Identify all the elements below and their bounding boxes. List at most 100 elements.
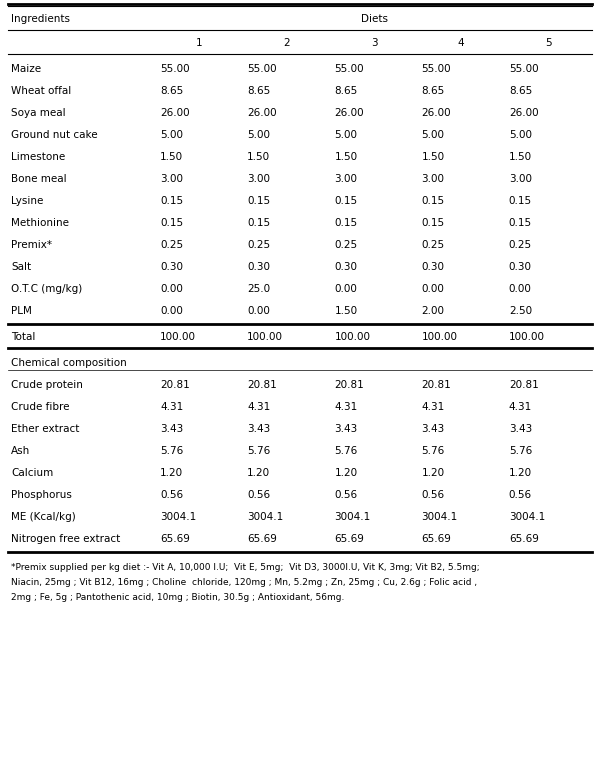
Text: 4.31: 4.31 <box>334 402 358 412</box>
Text: Salt: Salt <box>11 262 31 272</box>
Text: 0.00: 0.00 <box>509 284 532 294</box>
Text: 2.00: 2.00 <box>422 306 445 316</box>
Text: 26.00: 26.00 <box>334 108 364 118</box>
Text: 2: 2 <box>283 38 290 48</box>
Text: 0.00: 0.00 <box>247 306 270 316</box>
Text: 0.15: 0.15 <box>247 218 271 228</box>
Text: 65.69: 65.69 <box>509 534 539 544</box>
Text: 3004.1: 3004.1 <box>334 512 371 522</box>
Text: Nitrogen free extract: Nitrogen free extract <box>11 534 120 544</box>
Text: 0.15: 0.15 <box>509 218 532 228</box>
Text: Crude protein: Crude protein <box>11 380 83 390</box>
Text: 1.20: 1.20 <box>334 468 358 478</box>
Text: 8.65: 8.65 <box>334 86 358 96</box>
Text: O.T.C (mg/kg): O.T.C (mg/kg) <box>11 284 82 294</box>
Text: 4.31: 4.31 <box>160 402 183 412</box>
Text: Premix*: Premix* <box>11 240 52 250</box>
Text: 0.00: 0.00 <box>160 306 183 316</box>
Text: Ash: Ash <box>11 446 30 456</box>
Text: 0.15: 0.15 <box>422 218 445 228</box>
Text: Total: Total <box>11 332 35 342</box>
Text: 100.00: 100.00 <box>160 332 196 342</box>
Text: 26.00: 26.00 <box>247 108 277 118</box>
Text: Methionine: Methionine <box>11 218 69 228</box>
Text: Maize: Maize <box>11 64 41 74</box>
Text: 1.20: 1.20 <box>247 468 271 478</box>
Text: Niacin, 25mg ; Vit B12, 16mg ; Choline  chloride, 120mg ; Mn, 5.2mg ; Zn, 25mg ;: Niacin, 25mg ; Vit B12, 16mg ; Choline c… <box>11 578 477 587</box>
Text: 0.15: 0.15 <box>160 218 183 228</box>
Text: 20.81: 20.81 <box>422 380 451 390</box>
Text: 5.76: 5.76 <box>422 446 445 456</box>
Text: 0.15: 0.15 <box>334 218 358 228</box>
Text: 3004.1: 3004.1 <box>422 512 458 522</box>
Text: Ether extract: Ether extract <box>11 424 79 434</box>
Text: 3.00: 3.00 <box>422 174 445 184</box>
Text: 1.50: 1.50 <box>334 306 358 316</box>
Text: PLM: PLM <box>11 306 32 316</box>
Text: Crude fibre: Crude fibre <box>11 402 70 412</box>
Text: 3.00: 3.00 <box>509 174 532 184</box>
Text: 0.15: 0.15 <box>160 196 183 206</box>
Text: 1.20: 1.20 <box>160 468 183 478</box>
Text: 1.50: 1.50 <box>334 152 358 162</box>
Text: Calcium: Calcium <box>11 468 53 478</box>
Text: 55.00: 55.00 <box>509 64 538 74</box>
Text: 3004.1: 3004.1 <box>247 512 283 522</box>
Text: Phosphorus: Phosphorus <box>11 490 72 500</box>
Text: 0.25: 0.25 <box>334 240 358 250</box>
Text: 5.76: 5.76 <box>334 446 358 456</box>
Text: 1.50: 1.50 <box>422 152 445 162</box>
Text: 8.65: 8.65 <box>160 86 183 96</box>
Text: 0.30: 0.30 <box>422 262 445 272</box>
Text: 5.00: 5.00 <box>160 130 183 140</box>
Text: 3.00: 3.00 <box>160 174 183 184</box>
Text: 5.76: 5.76 <box>160 446 183 456</box>
Text: 0.30: 0.30 <box>160 262 183 272</box>
Text: 55.00: 55.00 <box>422 64 451 74</box>
Text: 3.43: 3.43 <box>509 424 532 434</box>
Text: 8.65: 8.65 <box>509 86 532 96</box>
Text: 3004.1: 3004.1 <box>509 512 545 522</box>
Text: Soya meal: Soya meal <box>11 108 65 118</box>
Text: Ground nut cake: Ground nut cake <box>11 130 98 140</box>
Text: 20.81: 20.81 <box>334 380 364 390</box>
Text: 20.81: 20.81 <box>160 380 190 390</box>
Text: 4.31: 4.31 <box>422 402 445 412</box>
Text: 65.69: 65.69 <box>422 534 451 544</box>
Text: 0.15: 0.15 <box>247 196 271 206</box>
Text: 0.25: 0.25 <box>509 240 532 250</box>
Text: 0.30: 0.30 <box>334 262 358 272</box>
Text: 4.31: 4.31 <box>247 402 271 412</box>
Text: 3.00: 3.00 <box>334 174 358 184</box>
Text: 0.56: 0.56 <box>334 490 358 500</box>
Text: 2mg ; Fe, 5g ; Pantothenic acid, 10mg ; Biotin, 30.5g ; Antioxidant, 56mg.: 2mg ; Fe, 5g ; Pantothenic acid, 10mg ; … <box>11 593 344 602</box>
Text: 5.76: 5.76 <box>247 446 271 456</box>
Text: 1.20: 1.20 <box>509 468 532 478</box>
Text: 4: 4 <box>458 38 464 48</box>
Text: 5.00: 5.00 <box>334 130 358 140</box>
Text: 0.25: 0.25 <box>247 240 271 250</box>
Text: 8.65: 8.65 <box>422 86 445 96</box>
Text: 0.56: 0.56 <box>422 490 445 500</box>
Text: 4.31: 4.31 <box>509 402 532 412</box>
Text: 0.25: 0.25 <box>422 240 445 250</box>
Text: Wheat offal: Wheat offal <box>11 86 71 96</box>
Text: 0.30: 0.30 <box>247 262 270 272</box>
Text: 55.00: 55.00 <box>160 64 190 74</box>
Text: Bone meal: Bone meal <box>11 174 67 184</box>
Text: 5.00: 5.00 <box>509 130 532 140</box>
Text: 0.15: 0.15 <box>422 196 445 206</box>
Text: 100.00: 100.00 <box>509 332 545 342</box>
Text: 100.00: 100.00 <box>247 332 283 342</box>
Text: 0.00: 0.00 <box>334 284 357 294</box>
Text: 26.00: 26.00 <box>422 108 451 118</box>
Text: 3004.1: 3004.1 <box>160 512 196 522</box>
Text: ME (Kcal/kg): ME (Kcal/kg) <box>11 512 76 522</box>
Text: 0.56: 0.56 <box>247 490 271 500</box>
Text: 1.50: 1.50 <box>509 152 532 162</box>
Text: 2.50: 2.50 <box>509 306 532 316</box>
Text: 65.69: 65.69 <box>160 534 190 544</box>
Text: Limestone: Limestone <box>11 152 65 162</box>
Text: 0.00: 0.00 <box>422 284 445 294</box>
Text: 100.00: 100.00 <box>334 332 370 342</box>
